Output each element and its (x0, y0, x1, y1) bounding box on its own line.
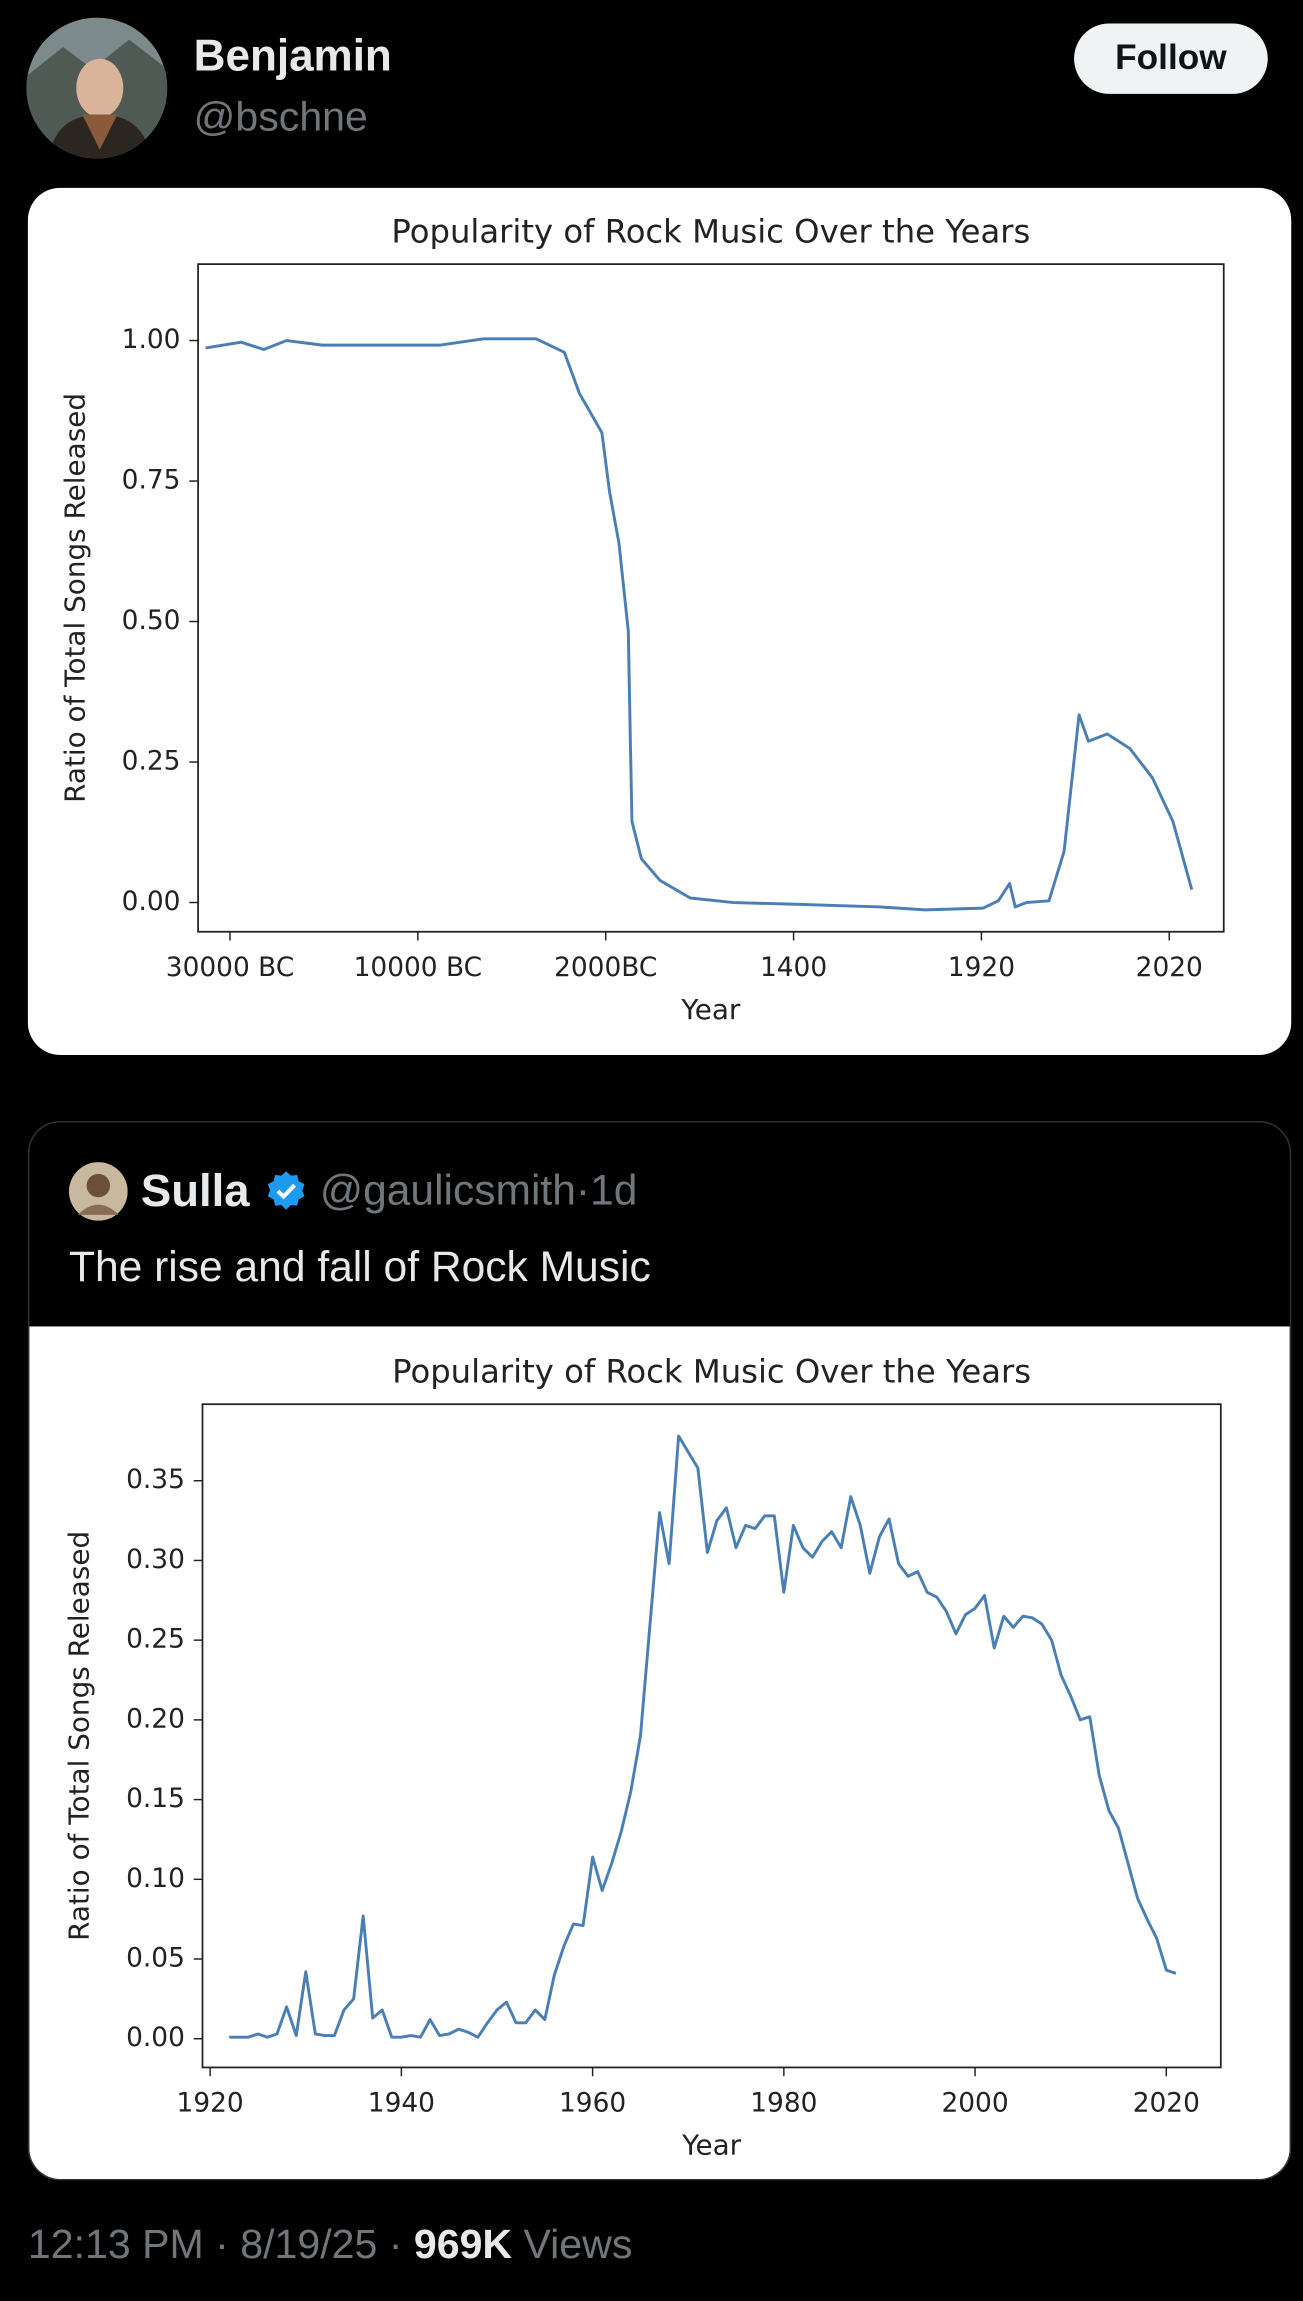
x-tick-label: 2000 (941, 2088, 1008, 2119)
y-tick-label: 0.30 (126, 1544, 185, 1575)
plot-frame (201, 1403, 1222, 2069)
quote-time[interactable]: 1d (590, 1167, 638, 1215)
author-name[interactable]: Benjamin (193, 32, 392, 81)
follow-button[interactable]: Follow (1074, 23, 1268, 94)
separator: · (575, 1167, 591, 1215)
y-tick-label: 0.00 (122, 886, 181, 917)
data-line (229, 1434, 1177, 2039)
x-tick-label: 1960 (559, 2088, 626, 2119)
x-tick-label: 30000 BC (166, 952, 295, 983)
data-line (205, 337, 1194, 912)
separator: · (388, 2221, 403, 2267)
views-label: Views (523, 2221, 633, 2267)
y-tick-label: 0.10 (126, 1863, 185, 1894)
x-axis-label: Year (681, 2129, 742, 2162)
quote-avatar[interactable] (68, 1162, 128, 1221)
y-tick-label: 0.35 (126, 1464, 185, 1495)
y-axis-label: Ratio of Total Songs Released (58, 393, 91, 803)
y-axis-label: Ratio of Total Songs Released (63, 1531, 96, 1941)
y-tick-label: 1.00 (122, 324, 181, 355)
y-tick-label: 0.25 (126, 1624, 185, 1655)
x-tick-label: 1920 (177, 2088, 244, 2119)
quote-text: The rise and fall of Rock Music (68, 1244, 651, 1292)
x-tick-label: 1400 (760, 952, 827, 983)
x-tick-label: 1940 (368, 2088, 435, 2119)
chart-title: Popularity of Rock Music Over the Years (391, 212, 1030, 250)
quote-name[interactable]: Sulla (140, 1165, 250, 1217)
x-tick-label: 1980 (750, 2088, 817, 2119)
separator: · (215, 2221, 229, 2267)
y-tick-label: 0.25 (122, 746, 181, 777)
plot-frame (197, 263, 1225, 933)
x-tick-label: 2020 (1133, 2088, 1200, 2119)
x-tick-label: 2000BC (554, 952, 657, 983)
post-time[interactable]: 12:13 PM (27, 2221, 204, 2267)
verified-badge (267, 1171, 305, 1210)
quote-handle[interactable]: @gaulicsmith (319, 1167, 576, 1215)
x-tick-label: 2020 (1136, 952, 1203, 983)
x-tick-label: 1920 (948, 952, 1015, 983)
y-tick-label: 0.20 (126, 1703, 185, 1734)
post-date[interactable]: 8/19/25 (240, 2221, 378, 2267)
x-tick-label: 10000 BC (354, 952, 483, 983)
quote-meta: @gaulicsmith·1d (320, 1168, 638, 1216)
avatar[interactable] (26, 17, 168, 159)
y-tick-label: 0.75 (122, 465, 181, 496)
chart-title: Popularity of Rock Music Over the Years (392, 1352, 1031, 1390)
author-handle[interactable]: @bschne (193, 93, 368, 140)
chart-image[interactable] (27, 187, 1292, 1055)
tweet-meta: 12:13 PM · 8/19/25 · 969K Views (28, 2221, 632, 2268)
y-tick-label: 0.05 (126, 1943, 185, 1974)
y-tick-label: 0.15 (126, 1783, 185, 1814)
y-tick-label: 0.50 (122, 605, 181, 636)
y-tick-label: 0.00 (126, 2022, 185, 2053)
x-axis-label: Year (680, 993, 741, 1026)
view-count[interactable]: 969K (413, 2221, 513, 2267)
